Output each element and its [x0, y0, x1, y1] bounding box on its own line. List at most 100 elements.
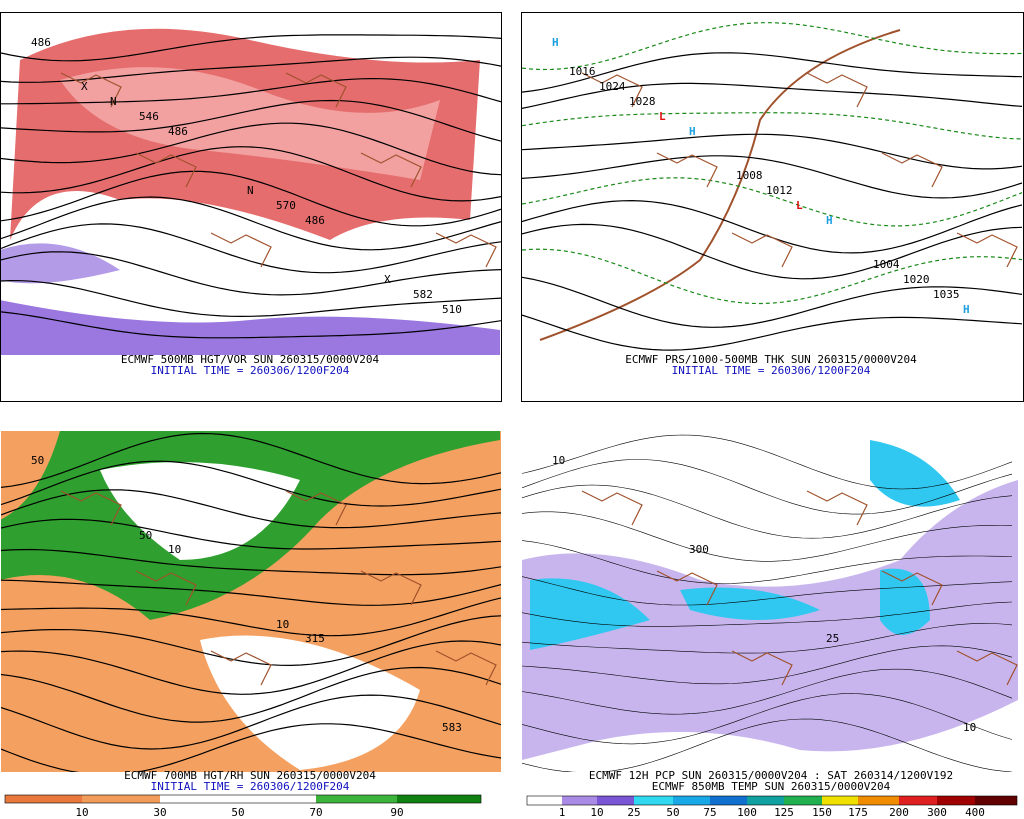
colorbar-label: 10 [590, 806, 603, 819]
contour-line [522, 276, 1023, 328]
colorbar-label: 70 [309, 806, 322, 819]
map-label: H [963, 303, 970, 316]
colorbar-segment [562, 796, 597, 805]
colorbar-label: 50 [231, 806, 244, 819]
contour-line [522, 434, 1013, 490]
caption-line-2: INITIAL TIME = 260306/1200F204 [672, 364, 871, 377]
border-line [806, 72, 868, 108]
colorbar-segment [975, 796, 1017, 805]
colorbar-segment [527, 796, 562, 805]
border-line [60, 490, 122, 526]
contour-line [522, 223, 1023, 280]
border-line [956, 650, 1018, 686]
contour-line [1, 460, 501, 507]
contour-line [1, 597, 501, 637]
map-label: 1035 [933, 288, 960, 301]
map-label: 315 [305, 632, 325, 645]
border-line [731, 232, 793, 268]
contour-line [522, 248, 1023, 305]
map-label: 1012 [766, 184, 793, 197]
border-line [656, 570, 718, 606]
colorbar-segment [597, 796, 634, 805]
map-label: H [826, 214, 833, 227]
colorbar-segment [673, 796, 710, 805]
colorbar-label: 1 [559, 806, 566, 819]
contour-line [1, 170, 501, 227]
contour-line [522, 668, 1013, 715]
map-label: 25 [826, 632, 839, 645]
border-line [135, 152, 197, 188]
map-label: 1028 [629, 95, 656, 108]
map-label: 1008 [736, 169, 763, 182]
border-line [435, 232, 497, 268]
contour-line [1, 694, 501, 750]
colorbar-label: 300 [927, 806, 947, 819]
caption-line-1: ECMWF 500MB HGT/VOR SUN 260315/0000V204 [121, 353, 380, 366]
contour-line [1, 640, 501, 695]
contour-line [522, 511, 1013, 562]
panel-frame [521, 12, 1024, 402]
contour-line [1, 146, 501, 202]
border-line [60, 72, 122, 108]
map-label: 1016 [569, 65, 596, 78]
contour-line [522, 314, 1023, 351]
colorbar-label: 75 [703, 806, 716, 819]
contour-line [1, 489, 501, 529]
contour-line [1, 518, 501, 550]
border-line [956, 232, 1018, 268]
contour-line [1, 77, 501, 105]
border-line [285, 490, 347, 526]
map-label: 300 [689, 543, 709, 556]
map-label: 10 [963, 721, 976, 734]
contour-line [1, 723, 501, 772]
map-label: 486 [168, 125, 188, 138]
colorbar-label: 125 [774, 806, 794, 819]
contours [1, 432, 501, 772]
contour-line [522, 718, 1013, 772]
map-label: H [689, 125, 696, 138]
map-label: H [552, 36, 559, 49]
colorbar-label: 90 [390, 806, 403, 819]
map-label: N [247, 184, 254, 197]
colorbar-label: 50 [666, 806, 679, 819]
contour-line [1, 223, 501, 274]
colorbar-segment [784, 796, 822, 805]
border-line [285, 72, 347, 108]
map-label: 582 [413, 288, 433, 301]
contour-line [522, 540, 1013, 584]
contour-line [1, 56, 501, 83]
border-line [210, 650, 272, 686]
map-label: 10 [168, 543, 181, 556]
map-pressure [539, 29, 901, 341]
border-line [881, 570, 943, 606]
colorbar-label: 175 [848, 806, 868, 819]
border-line [435, 650, 497, 686]
contour-line [1, 432, 501, 488]
map-label: 10 [552, 454, 565, 467]
map-label: 570 [276, 199, 296, 212]
contour-line [1, 251, 501, 296]
caption-line-2: ECMWF 850MB TEMP SUN 260315/0000V204 [652, 780, 891, 793]
map-label: X [81, 80, 88, 93]
contour-line [522, 22, 1023, 71]
map-label: 1004 [873, 258, 900, 271]
map-label: N [110, 95, 117, 108]
map-label: L [796, 199, 803, 212]
contour-line [522, 693, 1013, 745]
border-line [360, 152, 422, 188]
contour-line [1, 615, 501, 667]
contour-line [522, 484, 1013, 539]
contour-line [1, 34, 501, 62]
contour-line [522, 82, 1023, 109]
caption-line-1: ECMWF PRS/1000-500MB THK SUN 260315/0000… [625, 353, 917, 366]
border-line [806, 490, 868, 526]
colorbar-precip [526, 795, 1018, 806]
caption-line-2: INITIAL TIME = 260306/1200F204 [151, 780, 350, 793]
border-line [135, 570, 197, 606]
contour-line [522, 601, 1013, 627]
colorbar-label: 25 [627, 806, 640, 819]
map-label: 546 [139, 110, 159, 123]
contour-line [1, 666, 501, 723]
map-label: 1024 [599, 80, 626, 93]
